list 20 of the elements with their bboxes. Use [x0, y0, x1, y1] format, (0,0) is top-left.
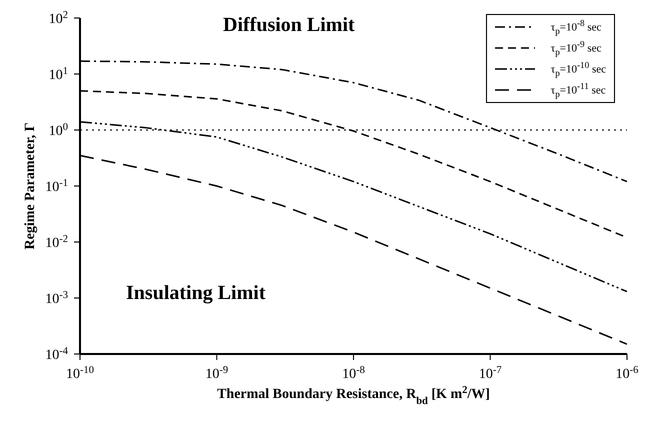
x-tick-label: 10$^{-7}$ [478, 364, 502, 382]
x-axis-title: Thermal Boundary Resistance, R$_{bd}$ [K m$^{2}$/W] [217, 384, 490, 406]
y-tick-label: 10$^{-3}$ [45, 290, 68, 307]
y-tick-label: 10$^{1}$ [48, 66, 68, 83]
legend-label: τ$_{p}$=10$^{-8}$ sec [550, 17, 602, 38]
y-tick-label: 10$^{-1}$ [45, 178, 68, 195]
legend-label: τ$_{p}$=10$^{-9}$ sec [550, 38, 602, 59]
x-tick-label: 10$^{-6}$ [616, 364, 638, 382]
legend-label: τ$_{p}$=10$^{-10}$ sec [550, 58, 606, 80]
x-tick-label: 10$^{-9}$ [205, 364, 228, 382]
y-tick-label: 10$^{2}$ [48, 10, 68, 27]
y-tick-label: 10$^{-2}$ [45, 234, 68, 251]
annotation: Diffusion Limit [223, 14, 355, 37]
x-tick-label: 10$^{-10}$ [66, 364, 94, 382]
y-tick-label: 10$^{-4}$ [45, 346, 69, 363]
annotation: Insulating Limit [126, 282, 266, 305]
y-tick-label: 10$^{0}$ [48, 122, 68, 139]
legend-label: τ$_{p}$=10$^{-11}$ sec [550, 80, 606, 100]
y-axis-title: Regime Parameter, Γ [23, 122, 38, 250]
x-tick-label: 10$^{-8}$ [342, 364, 365, 382]
